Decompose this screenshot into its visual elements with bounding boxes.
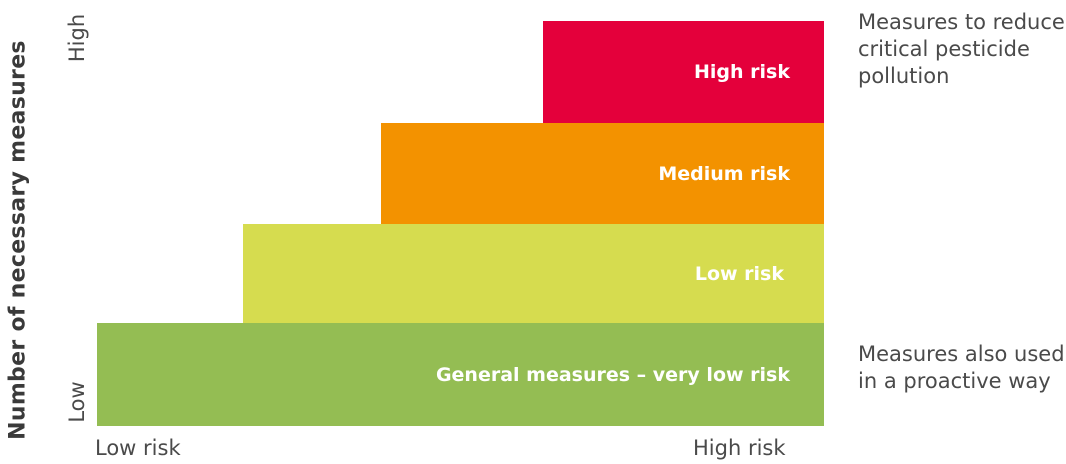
x-axis-tick-low: Low risk — [95, 436, 181, 460]
step-high-risk: High risk — [543, 21, 824, 123]
step-general-measures-label: General measures – very low risk — [435, 363, 790, 386]
step-general-measures: General measures – very low risk — [97, 323, 824, 426]
y-axis-title-text: Number of necessary measures — [5, 40, 31, 440]
note-critical-pollution: Measures to reduce critical pesticide po… — [858, 10, 1065, 88]
step-low-risk: Low risk — [243, 224, 824, 323]
x-axis-tick-high: High risk — [693, 436, 786, 460]
y-axis-tick-high: High — [65, 13, 89, 63]
step-medium-risk-label: Medium risk — [658, 162, 790, 185]
note-proactive-measures: Measures also used in a proactive way — [858, 342, 1065, 393]
step-medium-risk: Medium risk — [381, 123, 824, 224]
step-low-risk-label: Low risk — [694, 262, 784, 285]
y-axis-tick-low: Low — [65, 381, 89, 423]
step-high-risk-label: High risk — [694, 61, 790, 83]
y-axis-title: Number of necessary measures — [0, 0, 36, 464]
